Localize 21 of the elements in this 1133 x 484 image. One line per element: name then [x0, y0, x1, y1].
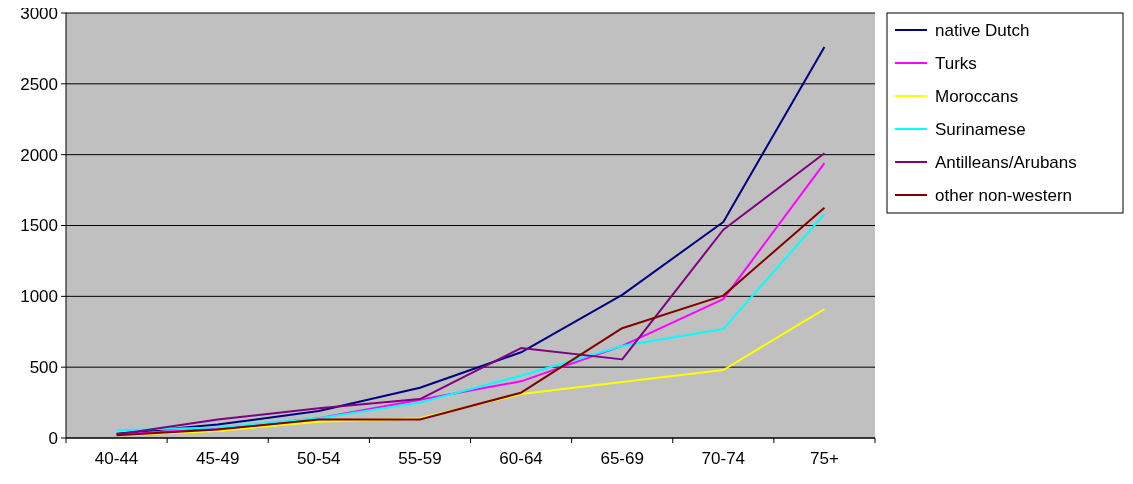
legend-label: native Dutch: [935, 20, 1030, 40]
legend-label: Turks: [935, 53, 977, 73]
x-tick-label: 45-49: [195, 449, 240, 468]
y-tick-label: 2000: [20, 145, 58, 165]
legend-label: Surinamese: [935, 119, 1026, 139]
y-tick-label: 1000: [20, 287, 58, 307]
y-tick-label: 1500: [20, 216, 58, 236]
legend-label: Moroccans: [935, 86, 1019, 106]
x-tick-label: 70-74: [701, 449, 746, 468]
x-tick-label: 60-64: [499, 449, 543, 468]
legend-label: Antilleans/Arubans: [935, 152, 1077, 172]
y-tick-label: 500: [29, 358, 58, 378]
y-tick-label: 2500: [20, 74, 58, 94]
x-tick-label: 75+: [810, 449, 839, 468]
legend-label: other non-western: [935, 185, 1073, 205]
x-tick-label: 65-69: [600, 449, 644, 468]
y-tick-label: 0: [48, 428, 58, 448]
y-tick-label: 3000: [20, 3, 58, 23]
x-tick-label: 50-54: [297, 449, 341, 468]
x-tick-label: 55-59: [398, 449, 442, 468]
x-tick-label: 40-44: [94, 449, 139, 468]
